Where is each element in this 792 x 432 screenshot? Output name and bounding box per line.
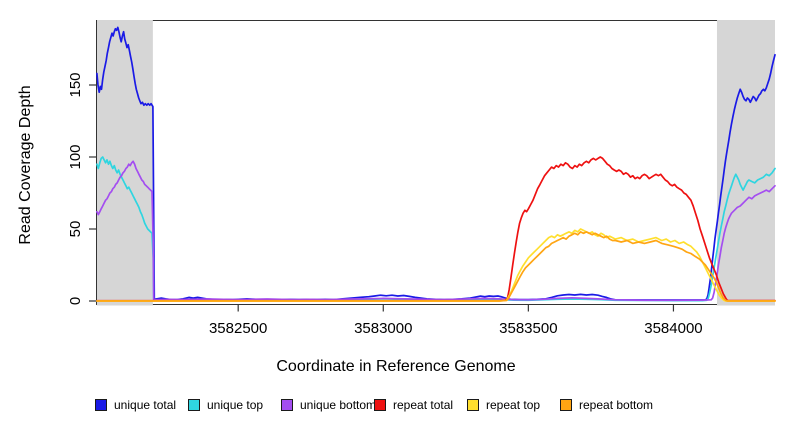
legend-label: repeat bottom <box>579 398 654 412</box>
legend-label: repeat total <box>393 398 454 412</box>
series-line-repeat-top <box>96 228 776 302</box>
series-line-unique-top <box>96 156 776 302</box>
legend-label: unique total <box>114 398 177 412</box>
y-tick-label: 0 <box>67 297 84 305</box>
legend-item-unique-bottom: unique bottom <box>281 398 376 412</box>
legend-item-repeat-total: repeat total <box>374 398 453 412</box>
legend-label: unique top <box>207 398 264 412</box>
series-line-repeat-total <box>96 156 776 302</box>
series-line-unique-total <box>96 26 776 301</box>
legend-swatch-unique-top <box>188 399 200 411</box>
legend-item-repeat-bottom: repeat bottom <box>560 398 653 412</box>
legend-swatch-unique-total <box>95 399 107 411</box>
x-tick-label: 3583500 <box>499 320 557 337</box>
y-tick-label: 50 <box>67 221 84 238</box>
y-tick-label: 100 <box>67 144 84 169</box>
legend-swatch-repeat-top <box>467 399 479 411</box>
x-tick-label: 3583000 <box>354 320 412 337</box>
legend-swatch-unique-bottom <box>281 399 293 411</box>
legend-swatch-repeat-total <box>374 399 386 411</box>
series-line-repeat-bottom <box>96 231 776 302</box>
legend-label: unique bottom <box>300 398 377 412</box>
y-tick-label: 150 <box>67 72 84 97</box>
legend-item-unique-total: unique total <box>95 398 176 412</box>
legend-item-repeat-top: repeat top <box>467 398 540 412</box>
highlighted-region <box>716 20 775 306</box>
legend-item-unique-top: unique top <box>188 398 263 412</box>
legend-label: repeat top <box>486 398 541 412</box>
legend-swatch-repeat-bottom <box>560 399 572 411</box>
x-axis-title: Coordinate in Reference Genome <box>276 358 516 375</box>
series-line-unique-bottom <box>96 160 776 302</box>
x-tick-label: 3584000 <box>644 320 702 337</box>
x-tick-label: 3582500 <box>209 320 267 337</box>
legend: unique total unique top unique bottom re… <box>0 398 792 416</box>
